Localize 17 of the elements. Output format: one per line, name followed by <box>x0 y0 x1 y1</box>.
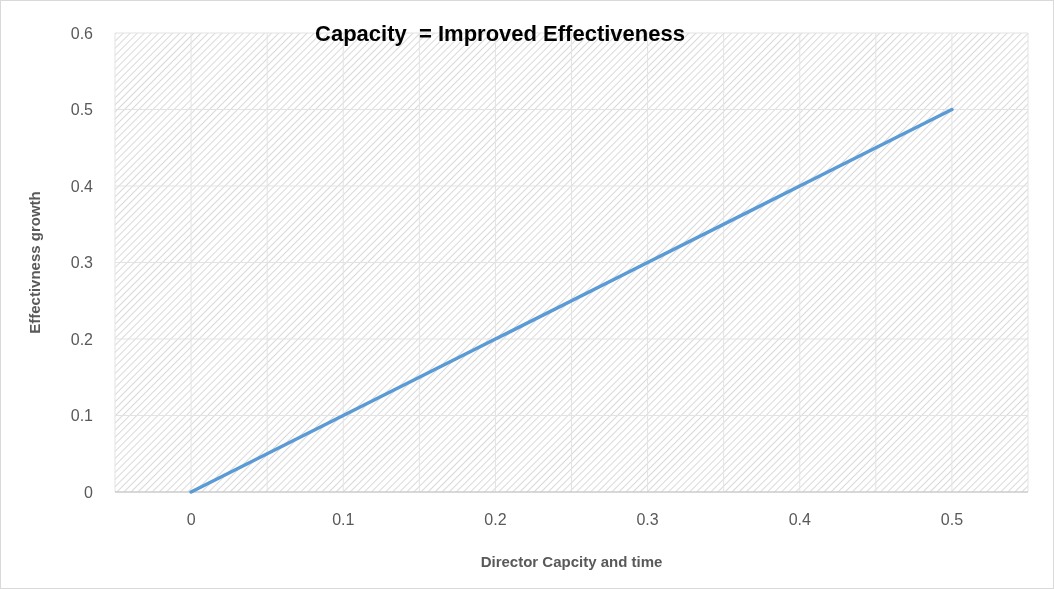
x-tick-label: 0.5 <box>940 511 964 528</box>
x-tick-label: 0.4 <box>788 511 811 528</box>
y-tick-label: 0 <box>84 483 94 501</box>
y-axis-title: Effectivness growth <box>26 191 43 334</box>
y-tick-label: 0.4 <box>70 177 94 195</box>
line-series <box>189 107 954 494</box>
y-tick-label: 0.2 <box>70 330 94 348</box>
x-tick-label: 0.3 <box>636 511 659 528</box>
y-tick-label: 0.6 <box>70 24 94 42</box>
x-axis-title: Director Capcity and time <box>480 553 663 570</box>
y-tick-label: 0.3 <box>70 254 94 272</box>
y-tick-label: 0.1 <box>70 407 94 425</box>
y-tick-label: 0.5 <box>70 101 94 119</box>
x-tick-label: 0.1 <box>332 511 355 528</box>
chart-title: Capacity = Improved Effectiveness <box>315 21 685 46</box>
x-tick-label: 0.2 <box>484 511 507 528</box>
x-tick-label: 0 <box>186 511 196 528</box>
